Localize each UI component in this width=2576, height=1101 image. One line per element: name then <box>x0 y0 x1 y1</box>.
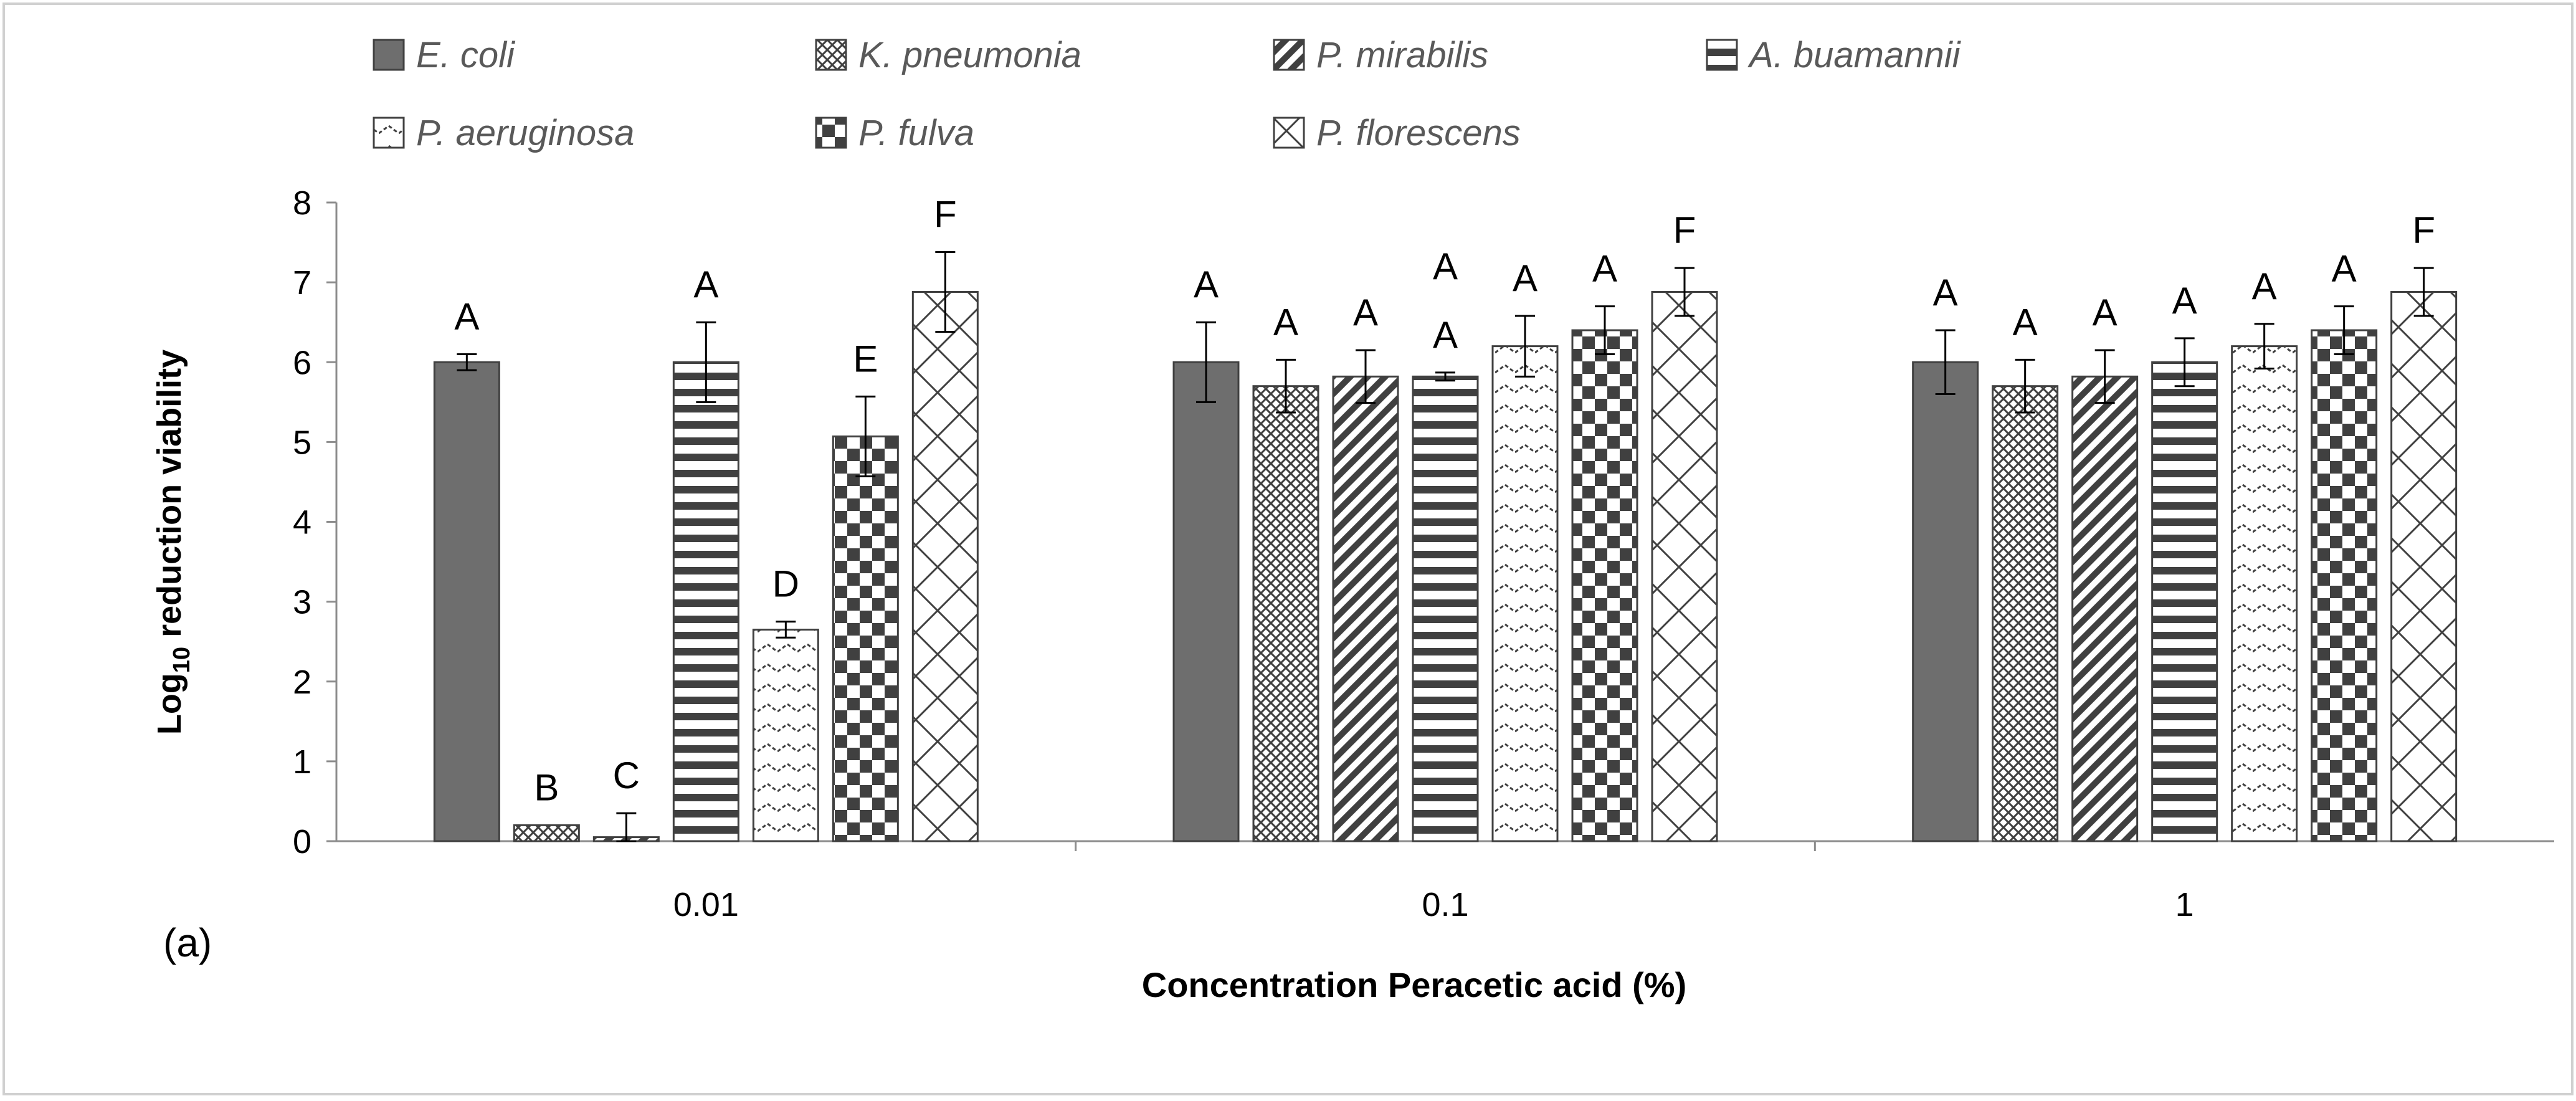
x-ticks: 0.01 0.1 1 <box>673 841 2194 923</box>
bar <box>513 824 580 842</box>
error-bars <box>457 250 2434 842</box>
bar <box>832 435 899 842</box>
legend-swatch <box>1273 39 1305 71</box>
legend-label: E. coli <box>416 35 516 75</box>
legend-swatch <box>373 117 405 149</box>
bar <box>1571 329 1638 842</box>
bar <box>433 361 500 842</box>
bar <box>1412 375 1479 842</box>
significance-letter: A <box>693 264 718 305</box>
y-tick-label: 1 <box>293 743 311 781</box>
bars <box>433 291 2458 842</box>
y-ticks: 0 1 2 3 4 5 6 7 8 <box>293 184 336 860</box>
significance-letter: A <box>1433 245 1458 287</box>
y-tick-label: 2 <box>293 664 311 701</box>
y-tick-label: 6 <box>293 344 311 381</box>
x-tick-label: 0.01 <box>673 886 739 923</box>
significance-letter: A <box>1433 314 1458 356</box>
bar <box>2311 329 2378 842</box>
y-axis-title: Log10 reduction viability <box>151 350 195 735</box>
significance-letter: A <box>1273 301 1298 343</box>
significance-letter: A <box>1513 257 1538 299</box>
significance-letter: A <box>1592 248 1617 290</box>
x-tick-label: 1 <box>2175 886 2194 923</box>
significance-letter: C <box>613 755 640 796</box>
significance-letter: A <box>2172 280 2197 322</box>
significance-letter: A <box>2252 265 2277 307</box>
panel-label: (a) <box>163 920 212 965</box>
bar <box>1992 385 2059 842</box>
y-tick-label: 8 <box>293 184 311 222</box>
legend: E. coli K. pneumonia P. mirabilis A. buaman… <box>373 35 1962 153</box>
significance-letter: F <box>1673 209 1696 251</box>
legend-swatch <box>815 39 847 71</box>
bar <box>2151 361 2218 842</box>
y-tick-label: 0 <box>293 823 311 860</box>
bar <box>2071 375 2139 842</box>
legend-label: P. mirabilis <box>1316 35 1488 75</box>
legend-label: P. florescens <box>1316 113 1521 153</box>
bar <box>752 628 819 842</box>
bar <box>1172 361 1240 842</box>
significance-letter: F <box>2412 209 2435 251</box>
bar <box>1332 375 1399 842</box>
bar <box>1252 385 1319 842</box>
legend-swatch <box>1706 39 1738 71</box>
legend-label: K. pneumonia <box>858 35 1081 75</box>
significance-letter: D <box>772 563 799 605</box>
y-axis-title-subscript: 10 <box>169 647 195 673</box>
bar <box>2390 291 2458 842</box>
y-axis-title-log: Log <box>151 673 188 735</box>
legend-swatch <box>1273 117 1305 149</box>
significance-letter: A <box>2332 248 2357 290</box>
legend-swatch <box>815 117 847 149</box>
bar <box>2231 345 2298 842</box>
significance-letter: A <box>1194 264 1219 305</box>
significance-letter: F <box>934 193 957 235</box>
significance-letter: E <box>853 338 878 379</box>
y-tick-label: 7 <box>293 264 311 302</box>
bar <box>911 291 979 842</box>
bar <box>1651 291 1718 842</box>
legend-label: P. fulva <box>858 113 974 153</box>
legend-swatch <box>373 39 405 71</box>
bar <box>1491 345 1559 842</box>
x-tick-label: 0.1 <box>1422 886 1468 923</box>
legend-label: P. aeruginosa <box>416 113 634 153</box>
significance-letter: A <box>1353 292 1378 333</box>
significance-letter: A <box>1933 272 1958 313</box>
y-tick-label: 3 <box>293 584 311 621</box>
bar <box>1912 361 1979 842</box>
y-axis-title-rest: reduction viability <box>151 350 188 647</box>
legend-label: A. buamannii <box>1747 35 1962 75</box>
significance-letter: A <box>2093 292 2117 333</box>
bar <box>672 361 739 842</box>
y-tick-label: 5 <box>293 424 311 461</box>
significance-letter: A <box>454 295 479 337</box>
x-axis-title: Concentration Peracetic acid (%) <box>1142 965 1686 1004</box>
y-tick-label: 4 <box>293 504 311 541</box>
significance-letter: B <box>534 766 559 808</box>
significance-letter: A <box>2013 301 2038 343</box>
